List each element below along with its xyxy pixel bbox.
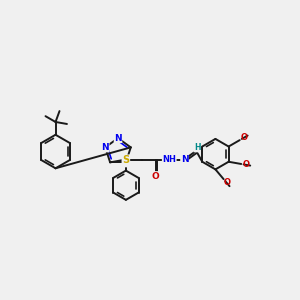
Text: S: S bbox=[122, 155, 130, 165]
Text: N: N bbox=[181, 155, 188, 164]
Text: O: O bbox=[242, 160, 250, 169]
Text: N: N bbox=[101, 143, 109, 152]
Text: H: H bbox=[194, 143, 200, 152]
Text: N: N bbox=[122, 158, 130, 167]
Text: NH: NH bbox=[162, 155, 176, 164]
Text: O: O bbox=[240, 133, 247, 142]
Text: O: O bbox=[152, 172, 159, 181]
Text: N: N bbox=[114, 134, 122, 142]
Text: O: O bbox=[223, 178, 230, 188]
